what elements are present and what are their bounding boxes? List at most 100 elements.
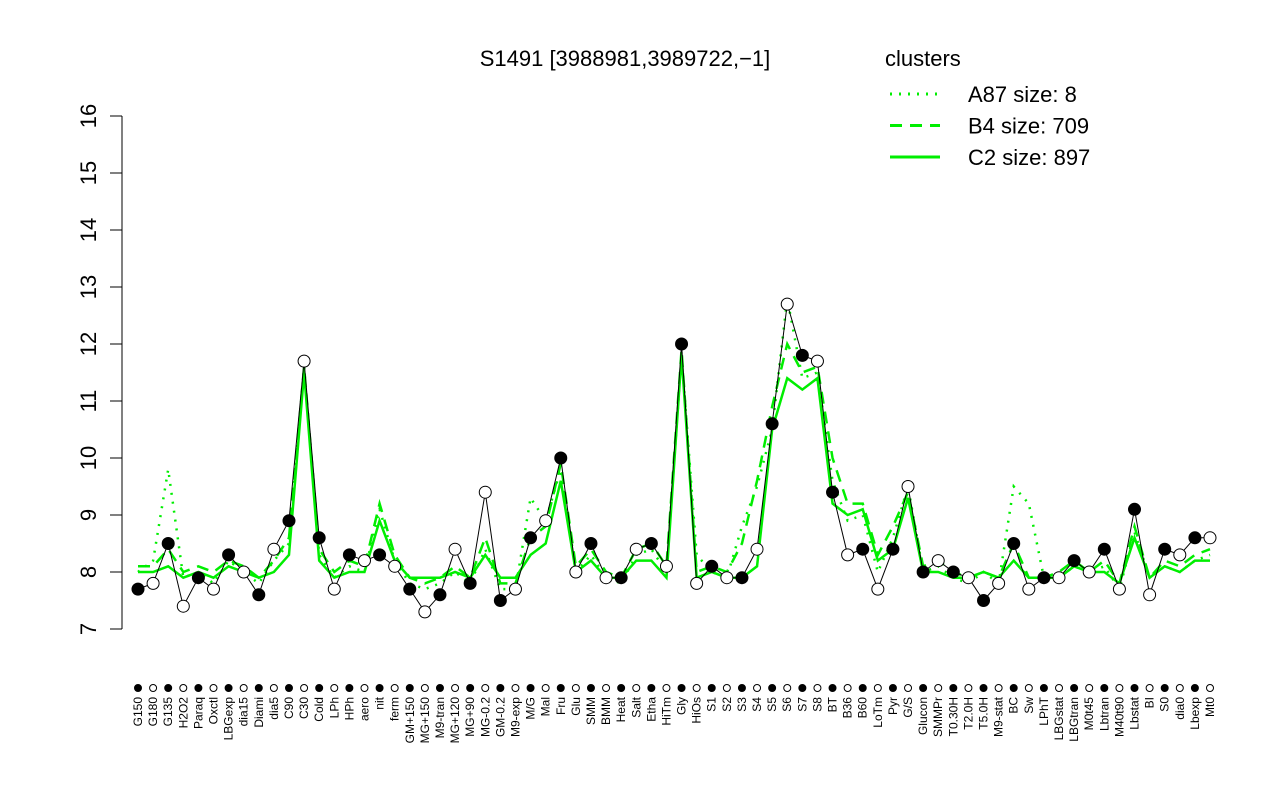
data-point: [569, 565, 583, 579]
condition-marker: [1190, 684, 1199, 692]
data-point: [584, 537, 598, 550]
condition-marker: [722, 684, 731, 692]
x-tick-label: S7: [795, 697, 809, 712]
condition-marker: [405, 684, 414, 692]
legend-label: B4 size: 709: [968, 114, 1089, 139]
x-tick-label: MG+90: [463, 697, 477, 737]
condition-marker: [315, 684, 324, 692]
condition-marker: [179, 684, 188, 692]
x-tick-label: dia5: [267, 697, 281, 720]
x-tick-label: Glu: [569, 697, 583, 716]
x-tick-label: Diami: [252, 697, 266, 728]
x-tick-label: GM-0.2: [493, 697, 507, 737]
data-point: [161, 537, 175, 550]
condition-marker: [526, 684, 535, 692]
data-point: [463, 576, 477, 590]
condition-marker: [556, 684, 565, 692]
condition-marker: [1145, 684, 1154, 692]
data-point: [176, 599, 190, 613]
x-tick-label: LBGstat: [1052, 696, 1066, 740]
data-point: [961, 571, 975, 585]
data-point: [1173, 548, 1187, 562]
condition-marker: [873, 684, 882, 692]
x-tick-label: MG+150: [418, 697, 432, 744]
data-point: [418, 605, 432, 619]
data-point: [705, 559, 719, 573]
condition-marker: [134, 684, 142, 692]
data-point: [131, 582, 145, 596]
condition-marker: [994, 684, 1003, 692]
x-tick-label: SMM: [584, 697, 598, 725]
data-point: [1052, 571, 1066, 585]
x-tick-label: S4: [750, 697, 764, 712]
data-point: [886, 542, 900, 556]
x-tick-label: B60: [856, 697, 870, 719]
data-point: [931, 554, 945, 568]
x-tick-label: SMMPr: [931, 697, 945, 737]
data-point: [1188, 531, 1202, 545]
condition-marker: [284, 684, 293, 692]
condition-marker: [1039, 684, 1048, 692]
data-point: [916, 565, 930, 579]
condition-marker: [345, 684, 354, 692]
data-point: [524, 531, 538, 545]
data-point: [237, 565, 251, 579]
condition-marker: [466, 684, 475, 692]
x-tick-label: M/G: [524, 697, 538, 720]
x-tick-label: LBGexp: [222, 697, 236, 741]
data-point: [1112, 582, 1126, 596]
x-tick-label: T2.0H: [961, 697, 975, 730]
y-tick-label: 12: [76, 332, 101, 356]
data-point: [327, 582, 341, 596]
data-point: [357, 554, 371, 568]
data-point: [433, 588, 447, 602]
legend-label: C2 size: 897: [968, 145, 1090, 170]
data-point: [539, 514, 553, 528]
condition-marker: [360, 684, 369, 692]
condition-marker: [224, 684, 233, 692]
data-point: [629, 542, 643, 556]
condition-marker: [753, 684, 762, 692]
data-point: [312, 531, 326, 545]
data-point: [735, 571, 749, 585]
condition-marker: [541, 684, 550, 692]
x-tick-label: Glucon: [916, 697, 930, 735]
data-point: [342, 548, 356, 562]
condition-marker: [858, 684, 867, 692]
x-tick-label: HPh: [342, 697, 356, 720]
data-point: [191, 571, 205, 585]
condition-marker: [617, 684, 626, 692]
x-tick-label: G135: [161, 697, 175, 727]
condition-marker: [828, 684, 837, 692]
data-point: [750, 542, 764, 556]
condition-marker: [1115, 684, 1124, 692]
x-tick-label: LPhT: [1037, 696, 1051, 725]
condition-marker: [1085, 684, 1094, 692]
x-tick-label: Lbexp: [1188, 697, 1202, 730]
data-point: [720, 571, 734, 585]
x-tick-label: HiOs: [690, 697, 704, 724]
x-tick-label: Mt0: [1203, 697, 1217, 717]
x-tick-label: T0.30H: [946, 697, 960, 736]
x-tick-label: Lbstat: [1128, 696, 1142, 729]
condition-marker: [239, 684, 248, 692]
data-point: [448, 542, 462, 556]
condition-marker: [571, 684, 580, 692]
data-point: [373, 548, 387, 562]
data-point: [780, 297, 794, 311]
x-tick-label: Sw: [1022, 697, 1036, 714]
data-point: [282, 514, 296, 528]
data-point: [871, 582, 885, 596]
condition-marker: [390, 684, 399, 692]
y-tick-label: 7: [76, 623, 101, 635]
x-tick-label: nit: [373, 696, 387, 709]
data-point: [977, 594, 991, 607]
condition-marker: [904, 684, 913, 692]
data-point: [252, 588, 266, 602]
condition-marker: [209, 684, 218, 692]
x-tick-label: Salt: [629, 696, 643, 717]
x-tick-label: G180: [146, 697, 160, 727]
condition-marker: [949, 684, 958, 692]
condition-marker: [375, 684, 384, 692]
